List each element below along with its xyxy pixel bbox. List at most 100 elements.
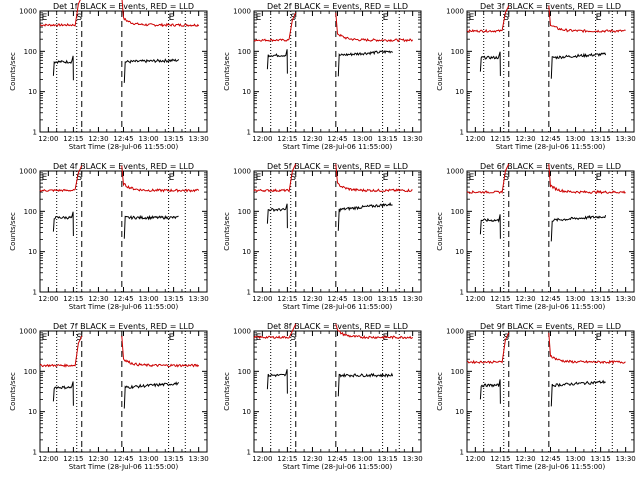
lld-series-line	[121, 335, 200, 368]
x-tick-label: 13:00	[352, 455, 372, 463]
events-series-line	[266, 203, 288, 229]
chart-panel-9: Det 9f BLACK = Events, RED = LLD 1 10 100 10…	[436, 322, 636, 471]
y-tick-label: 10	[28, 88, 37, 96]
y-tick-label: 1000	[233, 168, 251, 176]
x-tick-label: 13:00	[138, 455, 158, 463]
marker-letter-e: E	[169, 173, 175, 183]
events-series-line	[479, 379, 501, 404]
x-tick-label: 12:15	[490, 135, 510, 143]
x-tick-label: 12:00	[38, 135, 58, 143]
x-tick-label: 12:45	[540, 135, 560, 143]
y-tick-label: 1	[247, 129, 251, 137]
x-tick-label: 13:15	[378, 295, 398, 303]
y-tick-label: 1	[247, 449, 251, 457]
marker-letter-e: E	[383, 173, 389, 183]
panel-title: Det 9f BLACK = Events, RED = LLD	[480, 322, 621, 331]
x-tick-label: 13:30	[189, 455, 209, 463]
events-series-line	[479, 51, 501, 77]
marker-letter-e: E	[469, 13, 475, 23]
marker-letter-e: E	[256, 173, 262, 183]
x-tick-label: 12:30	[515, 455, 535, 463]
y-axis-label: Counts/sec	[436, 372, 444, 411]
panel-title: Det 2f BLACK = Events, RED = LLD	[267, 2, 408, 11]
y-tick-label: 1000	[446, 8, 464, 16]
x-tick-label: 12:45	[113, 295, 133, 303]
y-tick-label: 10	[242, 248, 251, 256]
chart-panel-7: Det 7f BLACK = Events, RED = LLD 1 10 100 10…	[9, 322, 209, 471]
x-tick-label: 12:30	[302, 295, 322, 303]
x-tick-label: 13:30	[189, 135, 209, 143]
y-axis-label: Counts/sec	[436, 52, 444, 91]
panel-title: Det 7f BLACK = Events, RED = LLD	[53, 322, 194, 331]
lld-series-line	[121, 165, 200, 193]
y-axis-label: Counts/sec	[223, 212, 231, 251]
x-tick-label: 12:00	[465, 455, 485, 463]
x-tick-label: 12:45	[327, 295, 347, 303]
y-tick-label: 1000	[446, 328, 464, 336]
x-tick-label: 13:15	[591, 295, 611, 303]
lld-series-line	[253, 323, 297, 340]
y-tick-label: 10	[242, 88, 251, 96]
x-tick-label: 12:45	[327, 135, 347, 143]
x-tick-label: 12:15	[277, 135, 297, 143]
lld-series-line	[466, 163, 510, 195]
y-tick-label: 10	[28, 408, 37, 416]
y-tick-label: 10	[455, 248, 464, 256]
x-tick-label: 13:00	[138, 295, 158, 303]
chart-panel-2: Det 2f BLACK = Events, RED = LLD 1 10 100 10…	[223, 2, 423, 151]
marker-letter-e: E	[256, 13, 262, 23]
y-tick-label: 100	[24, 48, 37, 56]
marker-letter-e: E	[42, 13, 48, 23]
x-tick-label: 12:15	[490, 295, 510, 303]
y-tick-label: 1	[460, 289, 464, 297]
x-tick-label: 13:15	[378, 455, 398, 463]
y-tick-label: 100	[238, 368, 251, 376]
lld-series-line	[335, 323, 413, 340]
x-tick-label: 13:00	[565, 135, 585, 143]
y-tick-label: 1	[460, 129, 464, 137]
x-tick-label: 13:00	[352, 295, 372, 303]
x-axis-label: Start Time (28-Jul-06 11:55:00)	[283, 463, 393, 471]
marker-letter-e: E	[383, 13, 389, 23]
events-series-line	[52, 211, 74, 237]
x-tick-label: 12:30	[302, 135, 322, 143]
x-tick-label: 12:15	[277, 295, 297, 303]
lld-series-line	[548, 332, 626, 365]
y-tick-label: 1	[33, 289, 37, 297]
events-series-line	[123, 381, 180, 409]
y-tick-label: 10	[455, 408, 464, 416]
marker-letter-e: E	[596, 13, 602, 23]
marker-letter-e: E	[256, 333, 262, 343]
chart-panel-3: Det 3f BLACK = Events, RED = LLD 1 10 100 10…	[436, 2, 636, 151]
lld-series-line	[466, 5, 510, 33]
marker-letter-e: E	[469, 173, 475, 183]
x-tick-label: 13:15	[591, 135, 611, 143]
y-tick-label: 1	[460, 449, 464, 457]
y-tick-label: 10	[28, 248, 37, 256]
events-series-line	[337, 50, 393, 77]
x-tick-label: 12:15	[277, 455, 297, 463]
y-tick-label: 1000	[19, 328, 37, 336]
marker-letter-e: E	[469, 333, 475, 343]
x-tick-label: 13:15	[164, 295, 184, 303]
x-tick-label: 13:30	[616, 295, 636, 303]
x-axis-label: Start Time (28-Jul-06 11:55:00)	[283, 143, 393, 151]
panel-title: Det 8f BLACK = Events, RED = LLD	[267, 322, 408, 331]
lld-series-line	[466, 332, 510, 365]
x-axis-label: Start Time (28-Jul-06 11:55:00)	[283, 303, 393, 311]
events-series-line	[266, 369, 288, 394]
y-tick-label: 1000	[233, 8, 251, 16]
chart-panel-6: Det 6f BLACK = Events, RED = LLD 1 10 100 10…	[436, 162, 636, 311]
marker-letter-e: E	[596, 173, 602, 183]
x-tick-label: 13:15	[164, 135, 184, 143]
lld-series-line	[39, 335, 83, 368]
marker-letter-s: S	[290, 173, 296, 183]
x-tick-label: 13:30	[616, 135, 636, 143]
y-axis-label: Counts/sec	[9, 212, 17, 251]
lld-series-line	[335, 12, 414, 43]
y-tick-label: 100	[451, 368, 464, 376]
y-axis-label: Counts/sec	[9, 52, 17, 91]
lld-series-line	[548, 163, 626, 195]
chart-panel-5: Det 5f BLACK = Events, RED = LLD 1 10 100 10…	[223, 162, 423, 311]
